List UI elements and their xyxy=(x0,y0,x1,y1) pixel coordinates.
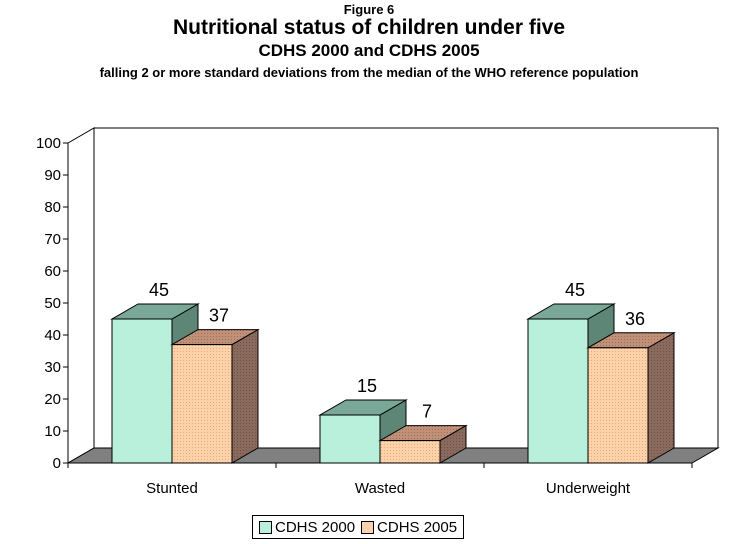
chart-legend: CDHS 2000 CDHS 2005 xyxy=(252,515,465,539)
y-tick-label: 20 xyxy=(44,391,61,408)
bar-cdhs-2000-wasted xyxy=(319,414,381,464)
bar-side-cdhs-2005-underweight xyxy=(647,331,675,464)
data-label-cdhs-2005-wasted: 7 xyxy=(422,402,432,422)
legend-item-cdhs-2005: CDHS 2005 xyxy=(361,519,457,536)
y-tick-label: 40 xyxy=(44,327,61,344)
bar-side-cdhs-2005-stunted xyxy=(231,328,259,464)
chart-title: Nutritional status of children under fiv… xyxy=(172,16,566,39)
x-tick-label-wasted: Wasted xyxy=(355,480,405,497)
y-tick-label: 10 xyxy=(44,423,61,440)
y-tick-label: 0 xyxy=(53,455,61,472)
chart-caption: falling 2 or more standard deviations fr… xyxy=(99,65,639,80)
legend-label-cdhs-2005: CDHS 2005 xyxy=(377,518,458,536)
bar-cdhs-2005-underweight xyxy=(587,347,649,464)
y-tick-label: 100 xyxy=(36,135,61,152)
data-label-cdhs-2000-stunted: 45 xyxy=(149,280,169,300)
chart-subtitle: CDHS 2000 and CDHS 2005 xyxy=(258,41,480,60)
side-wall xyxy=(67,127,95,464)
legend-swatch-cdhs-2000 xyxy=(259,520,272,534)
figure-label: Figure 6 xyxy=(343,2,395,17)
legend-label-cdhs-2000: CDHS 2000 xyxy=(275,518,356,536)
x-tick-label-stunted: Stunted xyxy=(146,480,198,497)
legend-item-cdhs-2000: CDHS 2000 xyxy=(259,519,355,536)
bar-cdhs-2000-stunted xyxy=(111,318,173,464)
bar-cdhs-2005-wasted xyxy=(379,440,441,464)
data-label-cdhs-2000-underweight: 45 xyxy=(565,280,585,300)
y-tick-label: 70 xyxy=(44,231,61,248)
x-tick-label-underweight: Underweight xyxy=(546,480,631,497)
bar-cdhs-2000-underweight xyxy=(527,318,589,464)
data-label-cdhs-2005-stunted: 37 xyxy=(209,306,229,326)
legend-swatch-cdhs-2005 xyxy=(361,520,375,534)
data-label-cdhs-2005-underweight: 36 xyxy=(625,309,645,329)
y-tick-label: 80 xyxy=(44,199,61,216)
y-tick-label: 50 xyxy=(44,295,61,312)
y-tick-label: 60 xyxy=(44,263,61,280)
bar-cdhs-2005-stunted xyxy=(171,344,233,464)
data-label-cdhs-2000-wasted: 15 xyxy=(357,376,377,396)
y-tick-label: 30 xyxy=(44,359,61,376)
y-tick-label: 90 xyxy=(44,167,61,184)
